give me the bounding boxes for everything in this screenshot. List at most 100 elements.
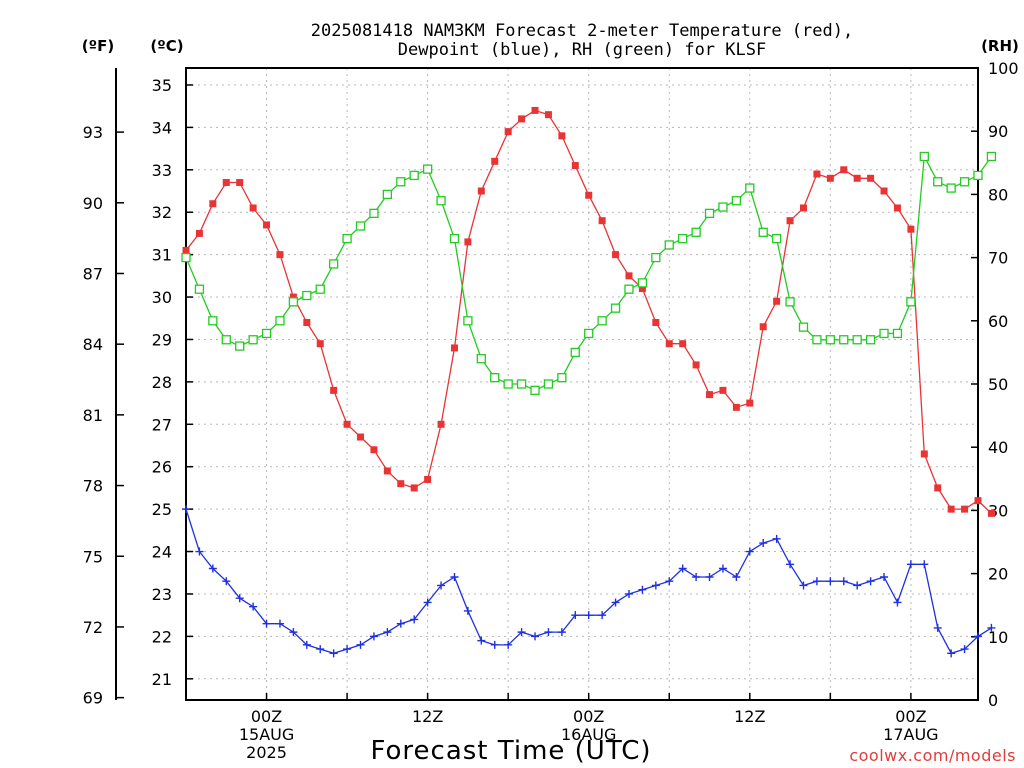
dewpoint-point [678,564,687,573]
temperature-point [585,191,593,199]
rh-point [275,316,285,326]
rh-tick-label: 60 [988,312,1008,331]
celsius-tick-label: 22 [152,627,172,646]
dewpoint-point [222,577,231,586]
rh-point [543,379,554,389]
temperature-point [263,221,271,229]
dewpoint-point [195,547,204,556]
rh-point [959,177,970,187]
rh-point [758,227,768,237]
x-tick-label: 00Z [251,707,282,726]
rh-point [208,316,218,326]
dewpoint-point [262,619,271,628]
dewpoint-point [745,547,754,556]
rh-tick-label: 10 [988,628,1008,647]
rh-point [516,379,527,389]
dewpoint-point [571,611,580,620]
dewpoint-point [544,628,553,637]
dewpoint-point [208,564,217,573]
x-tick-label: 15AUG [239,725,294,744]
x-tick-label: 2025 [246,743,287,762]
rh-point [798,322,809,332]
chart-title-line-1: 2025081418 NAM3KM Forecast 2-meter Tempe… [311,21,853,41]
rh-tick-label: 80 [988,185,1008,204]
dewpoint-point [665,577,674,586]
temperature-point [450,344,458,352]
rh-point [181,252,191,263]
rh-unit-label: (RH) [981,37,1019,55]
rh-point [436,196,446,206]
data-series [181,106,997,658]
rh-point [691,227,701,237]
rh-point [664,240,674,250]
temperature-point [182,246,190,254]
x-axis-title: Forecast Time (UTC) [370,736,651,766]
temperature-point [491,157,499,165]
dewpoint-point [786,560,795,569]
dewpoint-point [302,640,311,649]
temperature-point [706,391,714,399]
dewpoint-point [369,632,378,641]
fahrenheit-tick-label: 87 [83,264,103,283]
dewpoint-point [947,649,956,658]
rh-point [678,233,688,244]
rh-point [852,335,862,345]
rh-point [463,316,473,326]
temperature-point [531,106,539,114]
celsius-tick-label: 25 [152,500,172,519]
dewpoint-point [960,645,969,654]
chart-title-line-2: Dewpoint (blue), RH (green) for KLSF [398,40,766,60]
temperature-point [679,340,687,348]
temperature-point [410,484,418,492]
temperature-point [799,204,807,212]
celsius-tick-label: 28 [152,373,172,392]
temperature-point [276,251,284,259]
dewpoint-point [423,598,432,607]
x-tick-label: 16AUG [561,725,616,744]
temperature-point [289,293,297,301]
dewpoint-point [235,594,244,603]
dewpoint-point [517,628,526,637]
celsius-tick-label: 23 [152,585,172,604]
temperature-point [813,170,821,178]
rh-point [745,183,755,193]
rh-point [771,233,782,244]
dewpoint-point [853,581,862,590]
temperature-point [504,128,512,136]
rh-tick-label: 50 [988,375,1008,394]
rh-tick-label: 40 [988,438,1008,457]
temperature-point [840,166,848,174]
dewpoint-point [624,589,633,598]
rh-point [892,328,903,339]
celsius-tick-label: 24 [152,543,172,562]
rh-point [785,297,795,307]
dewpoint-point [799,581,808,590]
temperature-point [236,179,244,187]
dewpoint-point [598,611,607,620]
dewpoint-point [504,640,513,649]
rh-point [476,354,486,364]
dewpoint-point [557,628,566,637]
rh-point [235,341,245,351]
fahrenheit-tick-label: 93 [83,123,103,142]
rh-point [839,335,849,345]
rh-point [865,335,876,345]
temperature-point [598,217,606,225]
dewpoint-point [182,505,190,514]
dewpoint-point [329,649,338,658]
rh-point [396,177,406,187]
rh-point [355,221,366,231]
dewpoint-point [477,636,486,645]
rh-point [919,151,929,162]
rh-point [906,297,916,307]
rh-point [288,297,299,307]
temperature-point [746,399,754,407]
rh-tick-label: 20 [988,565,1008,584]
fahrenheit-tick-label: 72 [83,618,103,637]
rh-tick-label: 0 [988,691,998,710]
temperature-point [612,251,620,259]
celsius-tick-label: 27 [152,415,172,434]
temperature-point [961,505,969,513]
dewpoint-point [437,581,446,590]
